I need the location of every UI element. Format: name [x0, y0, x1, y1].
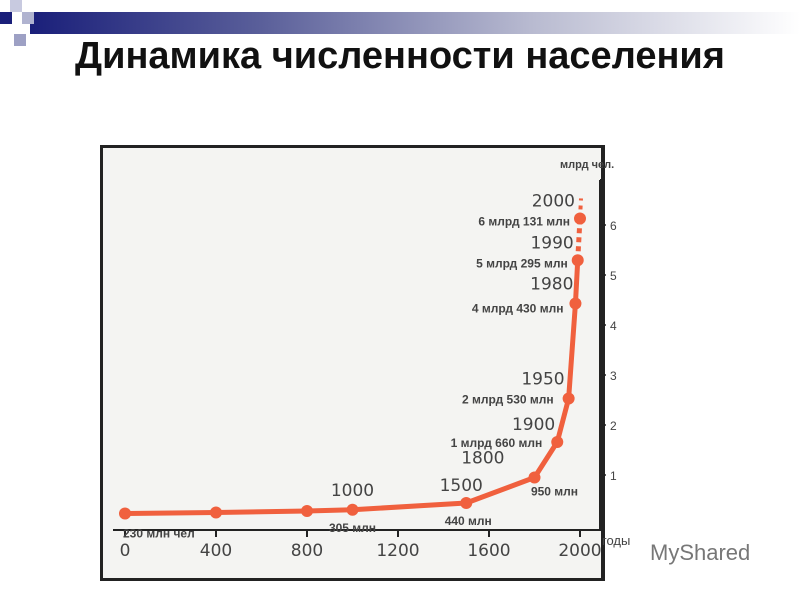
y-tick-label: 4	[610, 319, 617, 333]
decor-square	[22, 12, 34, 24]
year-label: 1980	[530, 275, 573, 295]
data-point	[574, 212, 586, 225]
x-tick-label: 800	[291, 541, 323, 561]
x-axis-label: годы	[602, 533, 630, 548]
data-point	[119, 507, 131, 520]
y-tick-label: 5	[610, 269, 617, 283]
data-point	[571, 254, 584, 267]
population-label: 950 млн	[531, 485, 578, 499]
year-label: 2000	[532, 191, 575, 211]
y-tick-label: 1	[610, 469, 617, 483]
x-tick-label: 0	[120, 541, 131, 561]
population-label: 230 млн чел	[123, 527, 195, 541]
year-label: 1950	[521, 370, 564, 390]
x-tick-label: 2000	[558, 541, 601, 561]
decor-square	[10, 0, 22, 12]
data-point	[460, 497, 473, 509]
data-point	[551, 436, 564, 448]
x-tick-label: 1200	[376, 541, 419, 561]
data-point	[569, 297, 582, 310]
watermark: MyShared	[650, 540, 751, 565]
population-line	[124, 260, 581, 516]
y-axis-label: млрд чел.	[560, 159, 614, 171]
year-label: 1800	[461, 449, 504, 469]
year-label: 1500	[440, 476, 483, 496]
data-point	[301, 505, 313, 517]
page-title: Динамика численности населения	[75, 35, 725, 77]
population-label: 440 млн	[445, 514, 492, 528]
x-tick-label: 400	[200, 541, 232, 561]
y-tick-label: 3	[610, 369, 617, 383]
year-label: 1900	[512, 415, 555, 435]
y-tick-label: 6	[610, 219, 617, 233]
y-tick-label: 2	[610, 419, 617, 433]
population-label: 4 млрд 430 млн	[472, 302, 564, 316]
title-banner-bar	[30, 12, 800, 34]
population-label: 2 млрд 530 млн	[462, 393, 554, 407]
population-label: 305 млн	[329, 521, 376, 535]
year-label: 1990	[530, 233, 573, 253]
population-label: 5 млрд 295 млн	[476, 256, 568, 270]
data-point	[562, 392, 575, 405]
data-point	[528, 471, 541, 484]
decor-square	[14, 34, 26, 46]
population-label: 1 млрд 660 млн	[451, 436, 543, 450]
population-line-dashed	[575, 218, 583, 261]
year-label: 1000	[331, 481, 374, 501]
x-tick-label: 1600	[467, 541, 510, 561]
decor-square	[0, 12, 12, 24]
data-point	[210, 506, 222, 519]
population-label: 6 млрд 131 млн	[478, 214, 570, 228]
data-point	[346, 503, 359, 516]
